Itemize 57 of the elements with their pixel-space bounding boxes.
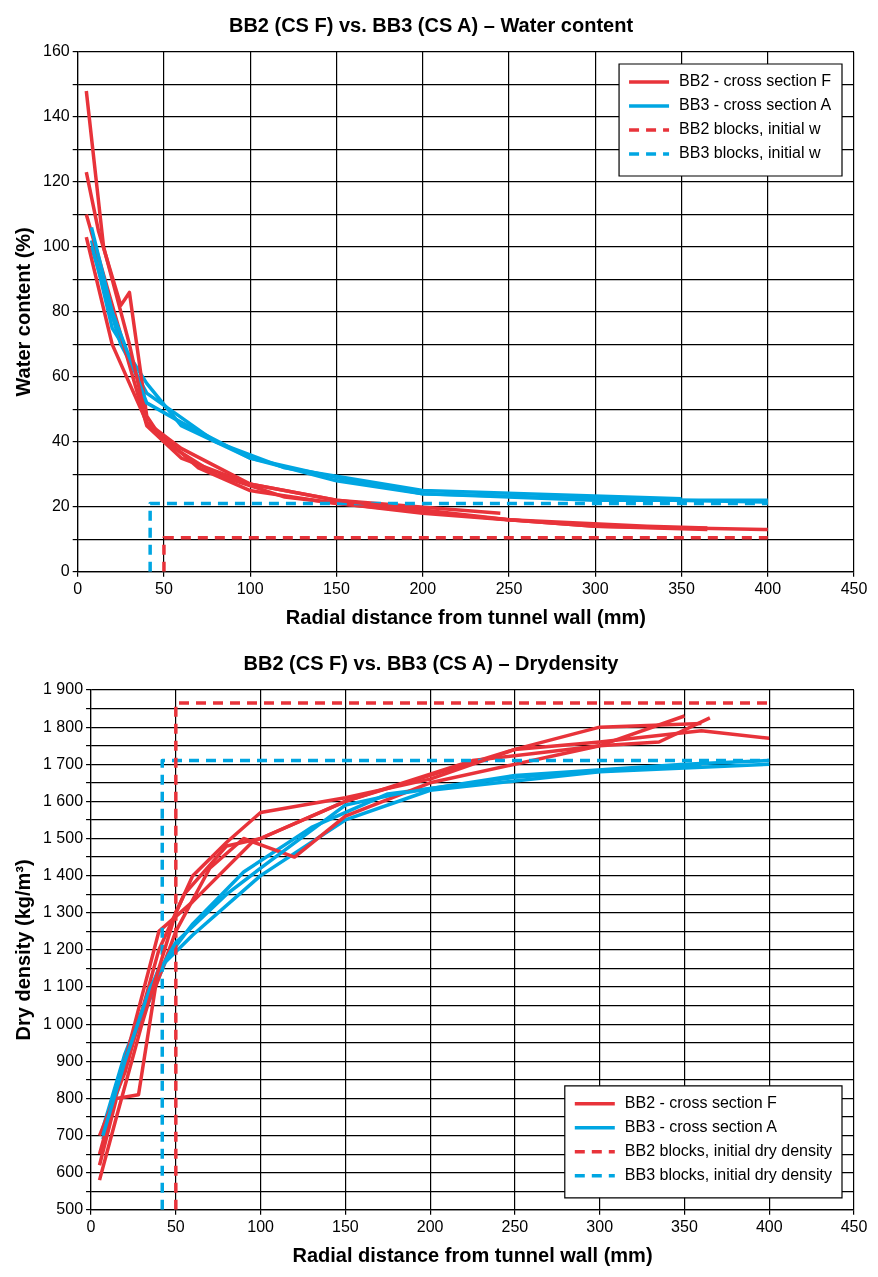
y-tick-label: 1 100 xyxy=(42,977,84,995)
y-axis-title: Water content (%) xyxy=(11,227,34,397)
x-tick-label: 150 xyxy=(323,579,350,597)
x-tick-label: 100 xyxy=(236,579,264,597)
x-tick-label: 200 xyxy=(409,579,437,597)
chart-title: BB2 (CS F) vs. BB3 (CS A) – Drydensity xyxy=(243,651,620,674)
x-tick-label: 0 xyxy=(86,1217,96,1235)
legend-label: BB3 blocks, initial dry density xyxy=(624,1166,832,1184)
x-tick-label: 50 xyxy=(166,1217,185,1235)
legend-label: BB3 - cross section A xyxy=(679,96,832,114)
legend-label: BB2 - cross section F xyxy=(624,1094,778,1112)
y-tick-label: 80 xyxy=(51,302,70,320)
x-axis-title: Radial distance from tunnel wall (mm) xyxy=(292,1243,653,1266)
y-tick-label: 1 000 xyxy=(42,1014,84,1032)
y-tick-label: 1 200 xyxy=(42,940,84,958)
y-tick-label: 700 xyxy=(56,1125,84,1143)
y-tick-label: 1 400 xyxy=(42,866,84,884)
x-tick-label: 100 xyxy=(247,1217,275,1235)
x-tick-label: 300 xyxy=(581,579,609,597)
y-tick-label: 800 xyxy=(56,1088,84,1106)
y-tick-label: 0 xyxy=(60,562,70,580)
x-tick-label: 450 xyxy=(840,579,868,597)
y-tick-label: 1 800 xyxy=(42,717,84,735)
x-tick-label: 50 xyxy=(155,579,173,597)
y-tick-label: 100 xyxy=(42,237,70,255)
y-tick-label: 140 xyxy=(42,107,70,125)
x-tick-label: 250 xyxy=(501,1217,529,1235)
y-tick-label: 40 xyxy=(51,432,70,450)
legend-label: BB3 blocks, initial w xyxy=(679,144,821,162)
x-tick-label: 400 xyxy=(755,1217,783,1235)
chart-title: BB2 (CS F) vs. BB3 (CS A) – Water content xyxy=(228,13,634,36)
x-tick-label: 150 xyxy=(332,1217,359,1235)
x-tick-label: 450 xyxy=(840,1217,868,1235)
y-tick-label: 1 900 xyxy=(42,680,84,698)
x-axis-title: Radial distance from tunnel wall (mm) xyxy=(285,605,646,628)
y-tick-label: 1 700 xyxy=(42,754,84,772)
y-tick-label: 160 xyxy=(42,42,70,60)
x-tick-label: 400 xyxy=(754,579,782,597)
y-tick-label: 1 300 xyxy=(42,903,84,921)
legend-label: BB2 - cross section F xyxy=(679,72,832,90)
x-tick-label: 350 xyxy=(668,579,695,597)
x-tick-label: 200 xyxy=(416,1217,444,1235)
x-tick-label: 250 xyxy=(495,579,523,597)
y-tick-label: 600 xyxy=(56,1163,84,1181)
y-tick-label: 1 500 xyxy=(42,828,84,846)
legend-label: BB2 blocks, initial dry density xyxy=(624,1142,832,1160)
legend-label: BB3 - cross section A xyxy=(624,1118,778,1136)
legend-label: BB2 blocks, initial w xyxy=(679,120,821,138)
y-tick-label: 60 xyxy=(51,367,70,385)
y-tick-label: 500 xyxy=(56,1200,84,1218)
y-tick-label: 900 xyxy=(56,1051,84,1069)
y-tick-label: 20 xyxy=(51,497,70,515)
x-tick-label: 350 xyxy=(671,1217,698,1235)
y-tick-label: 1 600 xyxy=(42,791,84,809)
x-tick-label: 300 xyxy=(586,1217,614,1235)
y-tick-label: 120 xyxy=(42,172,70,190)
y-axis-title: Dry density (kg/m³) xyxy=(11,859,34,1041)
